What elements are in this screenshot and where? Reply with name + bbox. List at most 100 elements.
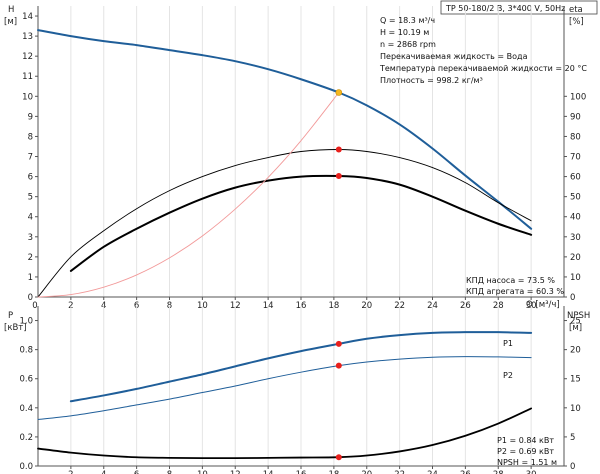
duty-info-speed: n = 2868 rpm	[380, 40, 436, 49]
bottom-left-axis-label: P	[8, 311, 13, 321]
power-info-p2: P2 = 0.69 кВт	[497, 447, 554, 456]
bot-duty-point-marker-2	[335, 454, 342, 461]
power-info: P1 = 0.84 кВт P2 = 0.69 кВт NPSH = 1.51 …	[497, 436, 557, 467]
left-tick-label-1.0: 1.0	[19, 317, 33, 327]
right-tick-label-0: 0	[570, 462, 575, 472]
top-duty-point-marker-2	[335, 172, 342, 179]
right-tick-label-5: 5	[570, 433, 575, 443]
bottom-right-axis-unit: [м]	[569, 323, 582, 333]
x-tick-label-16: 16	[296, 470, 307, 474]
right-tick-label-10: 10	[570, 404, 581, 414]
right-tick-label-15: 15	[570, 375, 581, 385]
left-tick-label-1: 1	[28, 273, 33, 283]
x-tick-label-14: 14	[263, 470, 274, 474]
bottom-right-ticks: 0 5 10 15 20 25	[564, 317, 581, 472]
left-tick-label-8: 8	[28, 132, 33, 142]
series-label-p2: P2	[503, 371, 513, 380]
top-left-axis-label: H	[8, 5, 14, 15]
left-tick-label-4: 4	[28, 213, 33, 223]
left-tick-label-10: 10	[22, 92, 33, 102]
x-tick-label-18: 18	[328, 470, 339, 474]
top-left-axis-unit: [м]	[4, 17, 17, 27]
left-tick-label-0.2: 0.2	[19, 433, 33, 443]
bottom-left-axis-unit: [кВт]	[4, 323, 27, 333]
eff-info-unit: КПД агрегата = 60.3 %	[466, 287, 564, 296]
duty-info-temperature: Температура перекачиваемой жидкости = 20…	[379, 64, 587, 73]
bot-series-line-0	[69, 331, 533, 403]
left-tick-label-13: 13	[22, 32, 33, 42]
left-tick-label-14: 14	[22, 12, 33, 22]
right-tick-label-20: 20	[570, 253, 581, 263]
x-tick-label-0: 0	[32, 301, 37, 311]
right-tick-label-80: 80	[570, 132, 581, 142]
x-tick-label-8: 8	[167, 470, 172, 474]
right-tick-label-100: 100	[570, 92, 586, 102]
duty-info-flow: Q = 18.3 м³/ч	[380, 16, 435, 25]
bottom-x-ticks: 24681012141618202224262830	[68, 466, 537, 474]
right-tick-label-10: 10	[570, 273, 581, 283]
efficiency-info: КПД насоса = 73.5 % КПД агрегата = 60.3 …	[466, 276, 564, 296]
top-series-line-1	[69, 174, 533, 272]
bot-series-line-2	[37, 407, 533, 460]
series-label-p1: P1	[503, 339, 513, 348]
power-info-p1: P1 = 0.84 кВт	[497, 436, 554, 445]
right-tick-label-20: 20	[570, 346, 581, 356]
duty-point-info: Q = 18.3 м³/ч H = 10.19 м n = 2868 rpm П…	[379, 16, 587, 85]
right-tick-label-40: 40	[570, 213, 581, 223]
right-tick-label-25: 25	[570, 317, 581, 327]
x-tick-label-22: 22	[394, 470, 405, 474]
x-tick-label-4: 4	[101, 470, 106, 474]
x-tick-label-6: 6	[134, 470, 139, 474]
left-tick-label-7: 7	[28, 153, 33, 163]
top-right-ticks: 0 10 20 30 40 50 60 70 80 90 100	[564, 92, 586, 303]
x-tick-label-28: 28	[493, 470, 504, 474]
x-tick-label-12: 12	[230, 470, 241, 474]
left-tick-label-0.8: 0.8	[19, 346, 33, 356]
left-tick-label-0.6: 0.6	[19, 375, 33, 385]
duty-info-head: H = 10.19 м	[380, 28, 429, 37]
left-tick-label-0: 0	[28, 293, 33, 303]
top-duty-point-marker-0	[335, 89, 343, 96]
left-tick-label-3: 3	[28, 233, 33, 243]
top-x-ticks: 246810121416182022242628300	[32, 297, 537, 311]
left-tick-label-11: 11	[22, 72, 33, 82]
header-title: TP 50-180/2 B, 3*400 V, 50Hz	[445, 4, 565, 13]
x-tick-label-2: 2	[68, 470, 73, 474]
bottom-right-axis-label: NPSH	[567, 311, 590, 321]
left-tick-label-9: 9	[28, 112, 33, 122]
top-series	[37, 29, 533, 298]
x-tick-label-26: 26	[460, 470, 471, 474]
power-info-npsh: NPSH = 1.51 м	[497, 458, 557, 467]
top-duty-point-marker-1	[335, 146, 342, 153]
left-tick-label-5: 5	[28, 193, 33, 203]
right-tick-label-60: 60	[570, 173, 581, 183]
left-tick-label-0.0: 0.0	[19, 462, 33, 472]
top-x-axis-label: Q [м³/ч]	[526, 300, 560, 310]
bottom-gridlines	[70, 306, 532, 466]
x-tick-label-30: 30	[526, 470, 537, 474]
header-box	[440, 0, 598, 15]
right-tick-label-90: 90	[570, 112, 581, 122]
x-tick-label-10: 10	[197, 470, 208, 474]
bottom-markers	[335, 340, 342, 461]
left-tick-label-6: 6	[28, 173, 33, 183]
top-markers	[335, 89, 343, 179]
bot-duty-point-marker-1	[335, 362, 342, 369]
x-tick-label-24: 24	[427, 470, 438, 474]
right-tick-label-70: 70	[570, 153, 581, 163]
top-right-axis-unit: [%]	[569, 17, 584, 27]
left-tick-label-0.4: 0.4	[19, 404, 33, 414]
top-series-line-3	[37, 92, 340, 298]
top-series-line-2	[37, 149, 532, 298]
bot-series-line-1	[37, 356, 532, 420]
right-tick-label-30: 30	[570, 233, 581, 243]
eff-info-pump: КПД насоса = 73.5 %	[466, 276, 555, 285]
top-series-line-0	[37, 29, 533, 230]
bottom-series	[37, 331, 533, 460]
top-right-axis-label: eta	[569, 5, 583, 15]
bot-duty-point-marker-0	[335, 340, 342, 347]
